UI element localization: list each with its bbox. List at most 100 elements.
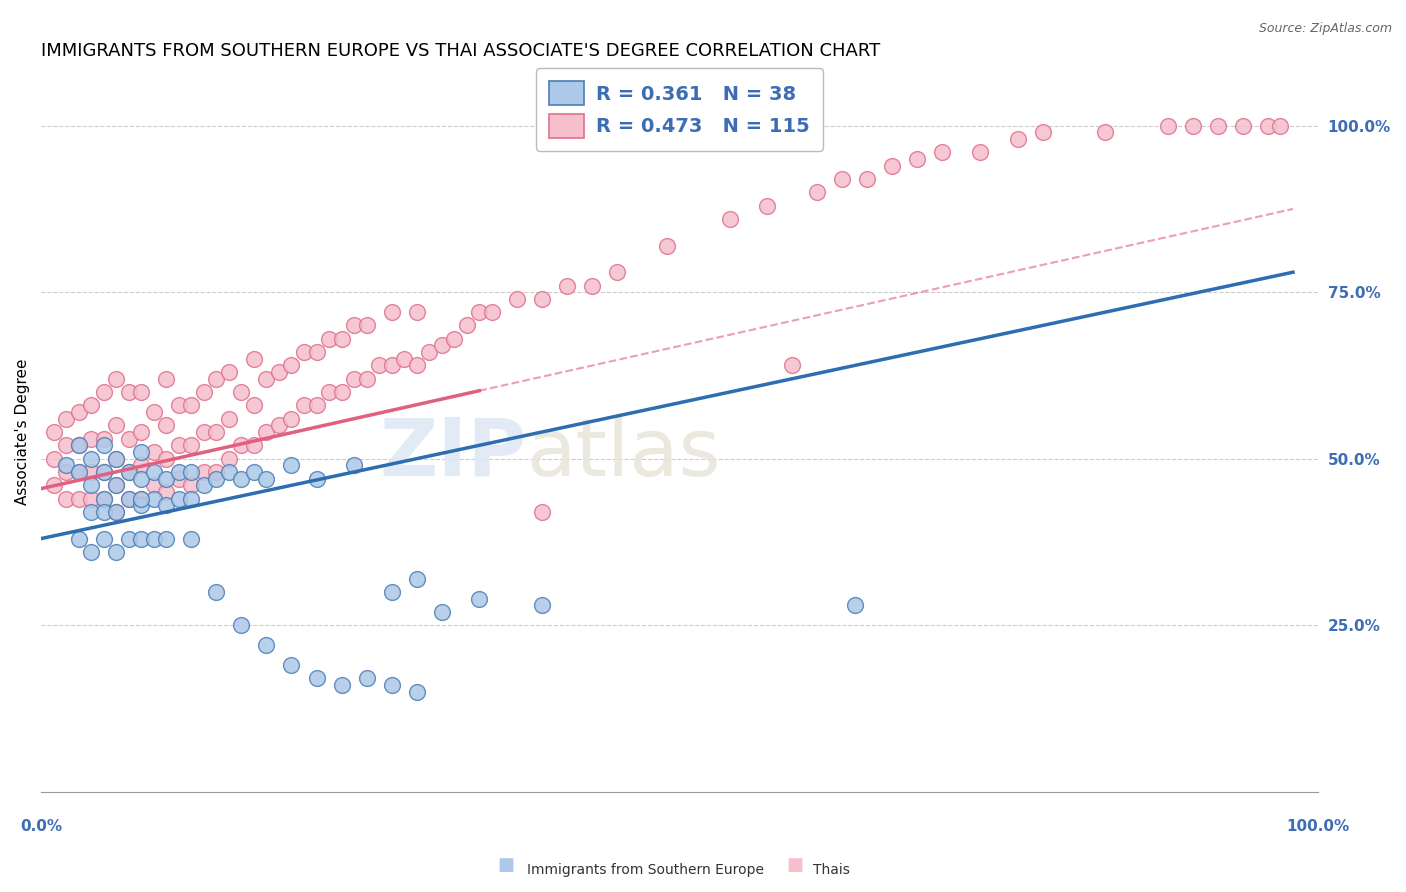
- Point: [280, 658, 302, 673]
- Point: [93, 438, 115, 452]
- Point: [55, 411, 77, 425]
- Point: [205, 425, 228, 439]
- Point: [292, 345, 315, 359]
- Point: [55, 458, 77, 473]
- Legend: R = 0.361   N = 38, R = 0.473   N = 115: R = 0.361 N = 38, R = 0.473 N = 115: [536, 68, 824, 151]
- Point: [1032, 125, 1054, 139]
- Point: [581, 278, 603, 293]
- Point: [305, 398, 328, 412]
- Point: [343, 458, 366, 473]
- Point: [305, 672, 328, 686]
- Point: [118, 491, 141, 506]
- Point: [105, 418, 128, 433]
- Text: atlas: atlas: [526, 415, 721, 492]
- Point: [844, 598, 866, 612]
- Point: [330, 332, 353, 346]
- Point: [42, 451, 65, 466]
- Point: [931, 145, 953, 160]
- Point: [530, 505, 553, 519]
- Point: [280, 411, 302, 425]
- Point: [381, 585, 404, 599]
- Point: [1232, 119, 1254, 133]
- Point: [93, 491, 115, 506]
- Point: [129, 425, 152, 439]
- Point: [468, 591, 491, 606]
- Point: [356, 672, 378, 686]
- Point: [93, 491, 115, 506]
- Point: [93, 432, 115, 446]
- Point: [1270, 119, 1292, 133]
- Point: [205, 585, 228, 599]
- Point: [142, 478, 165, 492]
- Point: [205, 472, 228, 486]
- Point: [93, 385, 115, 400]
- Point: [292, 398, 315, 412]
- Point: [118, 491, 141, 506]
- Point: [118, 385, 141, 400]
- Point: [718, 211, 741, 226]
- Point: [105, 372, 128, 386]
- Point: [468, 305, 491, 319]
- Point: [356, 318, 378, 333]
- Point: [67, 438, 90, 452]
- Text: ZIP: ZIP: [380, 415, 526, 492]
- Point: [267, 418, 290, 433]
- Point: [243, 398, 266, 412]
- Point: [405, 684, 427, 698]
- Point: [80, 432, 103, 446]
- Point: [882, 159, 904, 173]
- Point: [405, 305, 427, 319]
- Point: [142, 445, 165, 459]
- Point: [243, 351, 266, 366]
- Text: 0.0%: 0.0%: [20, 819, 62, 834]
- Point: [167, 438, 190, 452]
- Point: [67, 405, 90, 419]
- Point: [129, 491, 152, 506]
- Point: [142, 532, 165, 546]
- Point: [1157, 119, 1180, 133]
- Text: Immigrants from Southern Europe: Immigrants from Southern Europe: [527, 863, 765, 877]
- Point: [193, 478, 215, 492]
- Text: IMMIGRANTS FROM SOUTHERN EUROPE VS THAI ASSOCIATE'S DEGREE CORRELATION CHART: IMMIGRANTS FROM SOUTHERN EUROPE VS THAI …: [41, 42, 880, 60]
- Point: [155, 472, 177, 486]
- Point: [167, 491, 190, 506]
- Point: [105, 451, 128, 466]
- Point: [280, 359, 302, 373]
- Point: [330, 385, 353, 400]
- Point: [1257, 119, 1279, 133]
- Point: [256, 425, 278, 439]
- Point: [118, 432, 141, 446]
- Point: [105, 505, 128, 519]
- Point: [1206, 119, 1229, 133]
- Point: [205, 465, 228, 479]
- Point: [218, 411, 240, 425]
- Point: [155, 485, 177, 500]
- Point: [243, 465, 266, 479]
- Point: [218, 465, 240, 479]
- Point: [55, 491, 77, 506]
- Point: [456, 318, 478, 333]
- Point: [756, 199, 779, 213]
- Point: [80, 465, 103, 479]
- Point: [530, 292, 553, 306]
- Text: ■: ■: [786, 855, 803, 873]
- Point: [55, 438, 77, 452]
- Point: [67, 465, 90, 479]
- Point: [193, 425, 215, 439]
- Point: [129, 385, 152, 400]
- Point: [180, 438, 202, 452]
- Point: [193, 385, 215, 400]
- Point: [381, 359, 404, 373]
- Point: [506, 292, 529, 306]
- Point: [142, 491, 165, 506]
- Point: [155, 372, 177, 386]
- Point: [80, 491, 103, 506]
- Point: [129, 491, 152, 506]
- Point: [93, 465, 115, 479]
- Point: [256, 638, 278, 652]
- Point: [67, 532, 90, 546]
- Point: [80, 398, 103, 412]
- Point: [129, 532, 152, 546]
- Point: [155, 498, 177, 512]
- Point: [305, 472, 328, 486]
